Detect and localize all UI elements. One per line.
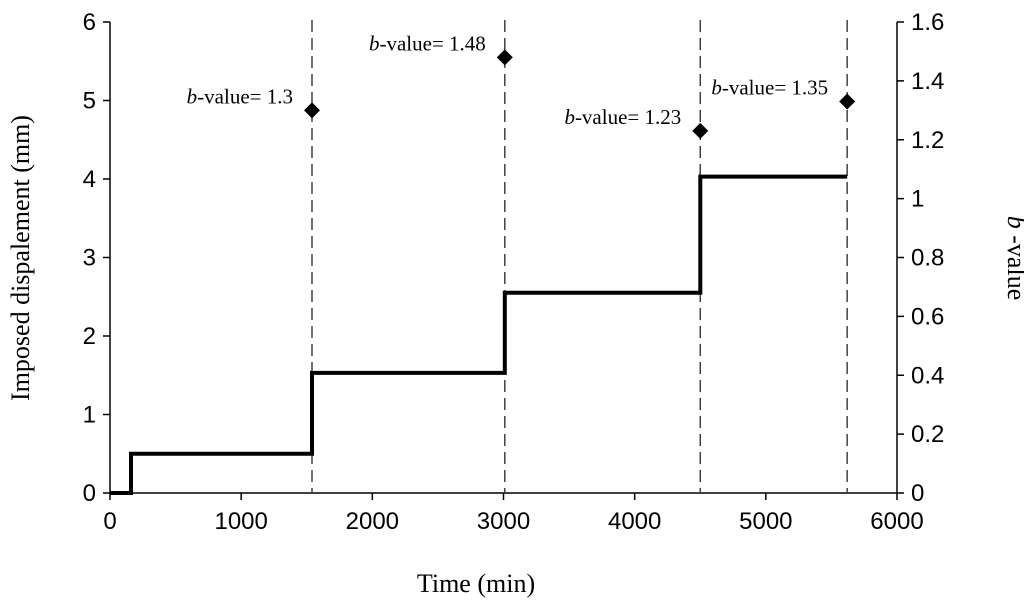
displacement-series [110, 174, 848, 495]
b-value-annotation: b-value= 1.3 [187, 84, 293, 108]
y2-axis-title-italic: b [1002, 216, 1024, 229]
y2-tick-label: 1.2 [911, 127, 944, 154]
y2-tick-label: 0.4 [911, 362, 944, 389]
y2-tick-label: 1 [911, 186, 924, 213]
b-value-annotation-italic: b [187, 84, 198, 108]
b-value-annotation-rest: -value= 1.35 [722, 75, 828, 99]
b-value-annotation-rest: -value= 1.3 [197, 84, 293, 108]
b-value-points [303, 49, 856, 139]
x-tick-label: 6000 [870, 508, 923, 535]
y-tick-label: 4 [83, 166, 96, 193]
tick-labels: 0 1000 2000 3000 4000 5000 6000012345600.20.40… [83, 9, 945, 535]
b-value-annotation: b-value= 1.35 [711, 75, 828, 99]
b-value-point [496, 49, 513, 66]
y-tick-label: 0 [83, 480, 96, 507]
b-value-annotation-italic: b [564, 105, 575, 129]
y-tick-label: 5 [83, 88, 96, 115]
y2-tick-label: 1.4 [911, 68, 944, 95]
axes [103, 21, 904, 500]
x-tick-label: 0 [103, 508, 116, 535]
x-tick-label: 1000 [214, 508, 267, 535]
y-tick-label: 3 [83, 245, 96, 272]
y-tick-label: 2 [83, 323, 96, 350]
b-value-point [839, 93, 856, 110]
x-tick-label: 2000 [346, 508, 399, 535]
y-tick-label: 1 [83, 402, 96, 429]
x-tick-label: 5000 [739, 508, 792, 535]
y2-tick-label: 0.2 [911, 421, 944, 448]
y2-axis-title-rest: -value [1002, 229, 1024, 300]
b-value-annotation: b-value= 1.23 [564, 105, 681, 129]
b-value-annotation: b-value= 1.48 [369, 31, 486, 55]
b-value-annotation-italic: b [711, 75, 722, 99]
b-value-annotation-rest: -value= 1.23 [575, 105, 681, 129]
b-value-point [692, 122, 709, 139]
y2-tick-label: 0.6 [911, 303, 944, 330]
y-axis-title: Imposed dispalement (mm) [6, 115, 35, 401]
y2-tick-label: 0.8 [911, 245, 944, 272]
b-value-annotation-italic: b [369, 31, 380, 55]
y2-tick-label: 1.6 [911, 9, 944, 36]
x-tick-label: 4000 [608, 508, 661, 535]
y2-tick-label: 0 [911, 480, 924, 507]
displacement-line [110, 174, 848, 495]
b-value-point [303, 102, 320, 119]
b-value-annotation-rest: -value= 1.48 [379, 31, 485, 55]
x-axis-title: Time (min) [417, 569, 535, 598]
y-tick-label: 6 [83, 9, 96, 36]
y2-axis-title: b -value [1002, 216, 1024, 300]
x-tick-label: 3000 [477, 508, 530, 535]
